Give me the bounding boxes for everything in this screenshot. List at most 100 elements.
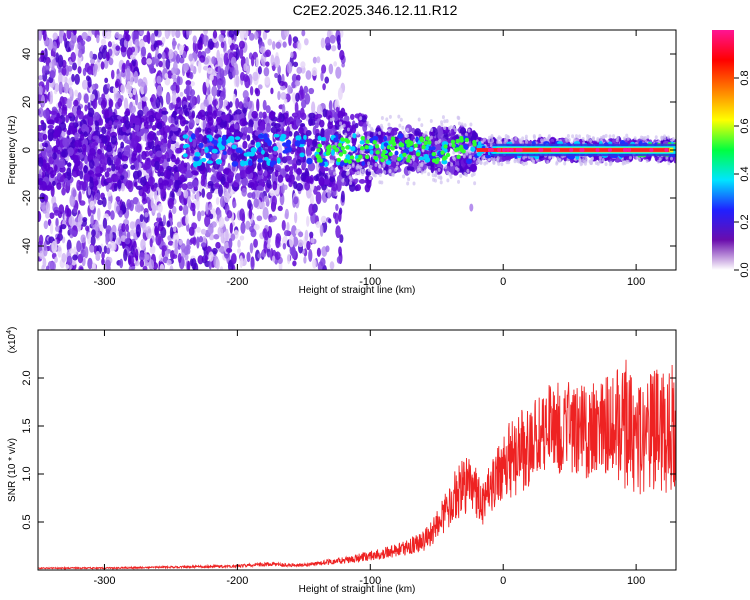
heatmap-cell	[122, 163, 129, 170]
heatmap-cell	[200, 228, 207, 235]
heatmap-cell	[215, 196, 220, 205]
heatmap-cell	[49, 212, 55, 220]
heatmap-cell	[240, 221, 246, 234]
heatmap-cell	[547, 135, 551, 140]
heatmap-cell	[58, 101, 62, 109]
heatmap-cell	[91, 30, 96, 35]
heatmap-cell	[182, 153, 188, 158]
heatmap-cell	[173, 232, 180, 245]
heatmap-cell	[350, 113, 355, 120]
heatmap-cell	[208, 251, 214, 262]
heatmap-cell	[184, 125, 189, 133]
heatmap-cell	[443, 144, 448, 149]
heatmap-cell	[563, 161, 567, 166]
heatmap-cell	[295, 135, 302, 141]
heatmap-cell	[248, 159, 253, 167]
heatmap-cell	[294, 140, 301, 147]
heatmap-cell	[367, 145, 374, 150]
heatmap-cell	[218, 216, 225, 228]
heatmap-cell	[215, 258, 220, 270]
heatmap-cell	[344, 132, 348, 137]
heatmap-cell	[179, 174, 186, 183]
heatmap-cell	[335, 225, 341, 239]
heatmap-cell	[248, 119, 254, 129]
heatmap-cell	[235, 74, 240, 88]
heatmap-cell	[161, 245, 167, 252]
heatmap-cell	[222, 150, 227, 156]
heatmap-cell	[374, 162, 378, 167]
heatmap-cell	[467, 128, 471, 133]
heatmap-cell	[208, 203, 213, 211]
heatmap-cell	[178, 239, 183, 246]
heatmap-cell	[269, 217, 276, 223]
heatmap-cell	[317, 143, 323, 148]
heatmap-cell	[41, 65, 46, 76]
heatmap-cell	[287, 85, 292, 95]
heatmap-cell	[221, 113, 227, 121]
heatmap-cell	[246, 251, 251, 263]
heatmap-cell	[455, 139, 460, 144]
heatmap-cell	[49, 110, 58, 115]
heatmap-cell	[121, 155, 129, 162]
heatmap-cell	[95, 166, 101, 174]
heatmap-cell	[96, 34, 100, 44]
heatmap-cell	[121, 64, 126, 74]
heatmap-cell	[253, 224, 260, 231]
heatmap-cell	[133, 70, 139, 84]
heatmap-cell	[249, 85, 254, 96]
heatmap-cell	[62, 148, 69, 158]
heatmap-cell	[404, 133, 408, 138]
heatmap-cell	[297, 110, 302, 120]
heatmap-cell	[230, 137, 235, 144]
heatmap-cell	[67, 147, 74, 156]
heatmap-cell	[260, 149, 265, 155]
heatmap-cell	[48, 156, 55, 165]
heatmap-cell	[293, 196, 299, 205]
heatmap-cell	[172, 226, 177, 233]
heatmap-cell	[131, 138, 138, 148]
heatmap-cell	[391, 172, 395, 177]
heatmap-cell	[93, 111, 100, 121]
heatmap-cell	[463, 123, 467, 128]
heatmap-cell	[567, 137, 571, 142]
heatmap-cell	[340, 124, 344, 129]
heatmap-cell	[215, 241, 221, 249]
heatmap-cell	[70, 51, 76, 63]
heatmap-cell	[402, 130, 406, 135]
heatmap-cell	[139, 117, 145, 123]
heatmap-cell	[601, 135, 605, 140]
heatmap-cell	[226, 138, 232, 144]
heatmap-cell	[105, 93, 110, 100]
heatmap-cell	[185, 214, 189, 226]
heatmap-cell	[72, 62, 78, 71]
heatmap-cell	[501, 155, 507, 162]
heatmap-cell	[66, 129, 71, 136]
heatmap-cell	[84, 154, 88, 165]
heatmap-cell	[168, 49, 174, 60]
heatmap-cell	[328, 63, 334, 75]
heatmap-cell	[213, 139, 218, 147]
heatmap-cell	[166, 259, 172, 266]
heatmap-cell	[219, 68, 225, 80]
heatmap-cell	[104, 171, 110, 178]
heatmap-cell	[421, 144, 426, 150]
heatmap-cell	[263, 66, 270, 77]
heatmap-cell	[93, 158, 100, 168]
heatmap-cell	[329, 34, 336, 44]
heatmap-cell	[274, 72, 279, 79]
heatmap-cell	[242, 30, 249, 39]
heatmap-cell	[150, 32, 155, 45]
heatmap-cell	[290, 51, 294, 59]
heatmap-cell	[90, 214, 94, 227]
heatmap-cell	[283, 229, 290, 237]
heatmap-cell	[48, 131, 54, 142]
heatmap-cell	[374, 144, 380, 149]
heatmap-cell	[275, 236, 281, 249]
heatmap-cell	[140, 46, 147, 57]
heatmap-cell	[581, 137, 585, 142]
heatmap-cell	[262, 99, 267, 111]
heatmap-cell	[646, 135, 650, 140]
heatmap-cell	[335, 66, 342, 79]
heatmap-cell	[387, 122, 391, 127]
heatmap-cell	[292, 236, 299, 247]
